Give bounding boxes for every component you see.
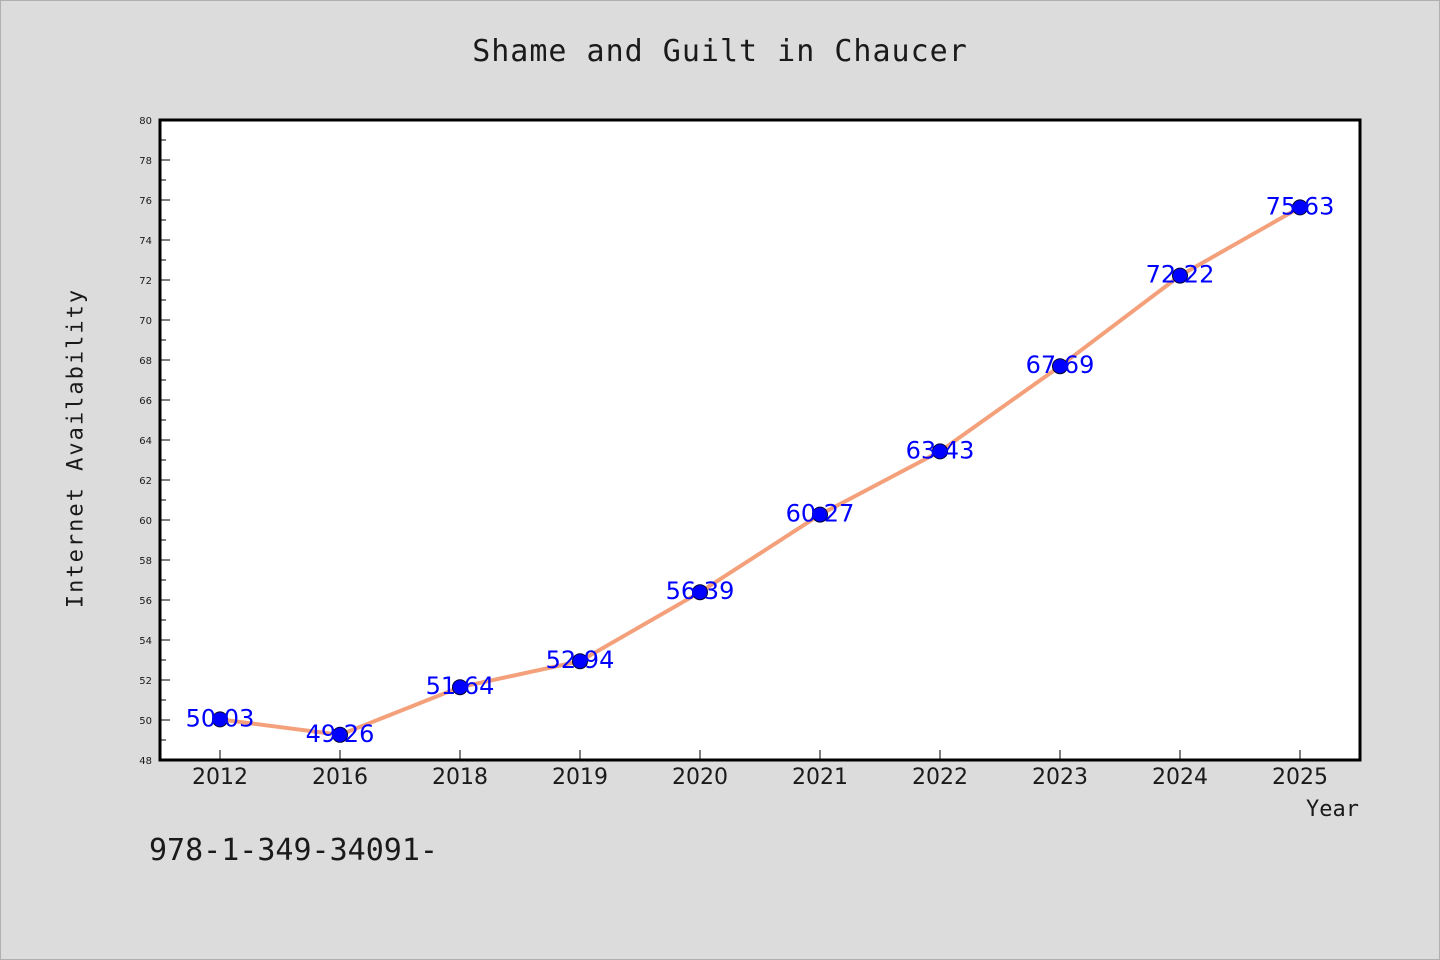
x-tick-label-2018: 2018: [432, 765, 488, 790]
y-tick-label: 74: [139, 236, 152, 247]
chart-title: Shame and Guilt in Chaucer: [472, 34, 968, 69]
y-tick-label: 48: [139, 756, 152, 767]
data-label-2016: 49.26: [306, 720, 375, 748]
y-tick-label: 68: [139, 356, 152, 367]
series-layer: [212, 199, 1308, 743]
data-point-2016: [332, 726, 348, 743]
series-line: [219, 205, 1301, 737]
y-tick-label: 76: [139, 196, 152, 207]
x-tick-label-2012: 2012: [192, 765, 248, 790]
data-label-2023: 67.69: [1026, 351, 1095, 379]
x-tick-label-2024: 2024: [1152, 765, 1208, 790]
y-tick-label: 66: [139, 396, 152, 407]
y-tick-label: 54: [139, 636, 152, 647]
x-tick-label-2016: 2016: [312, 765, 368, 790]
y-axis-label: Internet Availability: [63, 287, 89, 609]
y-tick-label: 58: [139, 556, 152, 567]
y-tick-label: 80: [139, 116, 152, 127]
data-label-2025: 75.63: [1266, 192, 1335, 220]
data-label-2012: 50.03: [186, 704, 255, 732]
x-tick-label-2023: 2023: [1032, 765, 1088, 790]
data-point-2020: [692, 584, 708, 601]
data-point-2012: [212, 711, 228, 728]
x-tick-label-2021: 2021: [792, 765, 848, 790]
y-tick-label: 64: [139, 436, 152, 447]
y-tick-label: 50: [139, 716, 152, 727]
footer-code: 978-1-349-34091-: [149, 833, 438, 868]
x-tick-label-2025: 2025: [1272, 765, 1328, 790]
data-point-2021: [812, 506, 828, 523]
y-tick-label: 56: [139, 596, 152, 607]
data-label-2022: 63.43: [906, 436, 975, 464]
data-point-2025: [1292, 199, 1308, 216]
y-tick-label: 72: [139, 276, 152, 287]
x-tick-label-2020: 2020: [672, 765, 728, 790]
y-axis-ticks: 48 50 52 54 56 58 60 62 64 66 68 70 72 74 76 78 80: [139, 116, 170, 767]
data-label-2020: 56.39: [666, 577, 735, 605]
data-label-2019: 52.94: [546, 646, 615, 674]
y-tick-label: 52: [139, 676, 152, 687]
data-label-2021: 60.27: [786, 500, 855, 528]
data-label-2024: 72.22: [1146, 261, 1215, 289]
data-point-2019: [572, 653, 588, 670]
y-tick-label: 60: [139, 516, 152, 527]
x-tick-label-2019: 2019: [552, 765, 608, 790]
y-tick-label: 62: [139, 476, 152, 487]
data-point-2023: [1052, 358, 1068, 375]
y-tick-label: 70: [139, 316, 152, 327]
x-axis-label: Year: [1306, 797, 1359, 822]
data-point-2018: [452, 679, 468, 696]
x-axis-ticks: 2012 2016 2018 2019 2020 2021 2022 2023 2024 2025: [192, 750, 1328, 790]
data-point-2022: [932, 443, 948, 460]
data-point-2024: [1172, 267, 1188, 284]
x-tick-label-2022: 2022: [912, 765, 968, 790]
data-label-2018: 51.64: [426, 672, 495, 700]
data-labels-layer: 50.03 49.26 51.64 52.94 56.39 60.27 63.43 67.69…: [186, 192, 1335, 747]
plot-area: [158, 118, 1362, 762]
y-tick-label: 78: [139, 156, 152, 167]
